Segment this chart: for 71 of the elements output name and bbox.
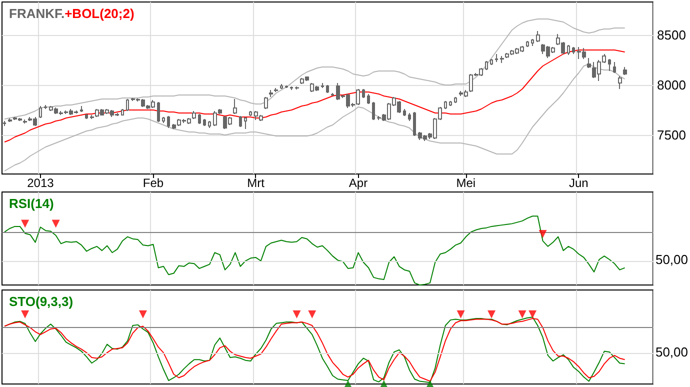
candlestick (3, 120, 6, 126)
candlestick (372, 102, 375, 120)
candlestick (608, 58, 611, 72)
candlestick (126, 98, 129, 112)
candlestick (449, 100, 452, 106)
candlestick (454, 96, 457, 104)
candlestick (413, 112, 416, 136)
candlestick (90, 114, 94, 120)
candlestick (331, 92, 334, 96)
candlestick (85, 114, 88, 120)
text: 50,00 (655, 344, 688, 360)
candlestick (121, 108, 124, 116)
candlestick (264, 96, 268, 110)
candlestick (208, 120, 211, 128)
candlestick (536, 30, 540, 42)
candlestick (295, 86, 299, 90)
chart-title: FRANKF. (9, 6, 65, 21)
candlestick (321, 82, 324, 88)
candlestick (80, 106, 83, 112)
line-series (4, 64, 626, 172)
candlestick (285, 85, 288, 88)
candlestick (162, 116, 165, 124)
candlestick (587, 58, 591, 68)
y-tick-label: 7500 (657, 128, 686, 142)
candlestick (167, 116, 170, 128)
candlestick (44, 104, 47, 110)
candlestick (198, 114, 201, 124)
chart-title: RSI(14) (9, 196, 54, 211)
candlestick (326, 84, 329, 94)
text: 50,00 (655, 252, 688, 267)
candlestick (362, 88, 365, 98)
candlestick (367, 94, 370, 104)
candlestick (8, 118, 12, 122)
candlestick (490, 58, 493, 66)
x-tick-label: Jun (568, 176, 588, 190)
candlestick (495, 54, 498, 62)
candlestick (39, 106, 42, 118)
candlestick (618, 76, 622, 90)
x-tick-label: Mei (456, 176, 476, 190)
text: +BOL(20;2) (64, 6, 134, 21)
candlestick (192, 110, 196, 120)
chart-title: STO(9,3,3) (9, 294, 74, 309)
line-series (4, 50, 626, 142)
x-tick-label: Apr (348, 176, 368, 190)
y-tick-label: 8000 (657, 78, 686, 92)
candlestick (274, 88, 278, 92)
candlestick (249, 110, 252, 116)
candlestick (244, 116, 247, 130)
x-tick-label: Feb (142, 176, 164, 190)
candlestick (531, 38, 534, 46)
candlestick (239, 116, 242, 128)
candlestick (290, 86, 293, 90)
candlestick (157, 102, 160, 122)
candlestick (526, 40, 529, 48)
candlestick (567, 44, 570, 56)
candlestick (444, 100, 447, 110)
candlestick (613, 62, 616, 74)
candlestick (280, 84, 283, 90)
candlestick (23, 119, 27, 124)
candlestick (408, 112, 411, 122)
y-tick-label: 8500 (657, 28, 686, 42)
candlestick (233, 98, 237, 114)
candlestick (623, 66, 627, 76)
candlestick (269, 90, 273, 98)
candlestick (203, 118, 206, 126)
candlestick (403, 108, 406, 116)
x-tick-label: Mrt (247, 176, 266, 190)
candlestick (500, 56, 504, 64)
x-tick-label: 2013 (27, 176, 54, 190)
candlestick (572, 46, 575, 54)
candlestick (485, 60, 488, 70)
